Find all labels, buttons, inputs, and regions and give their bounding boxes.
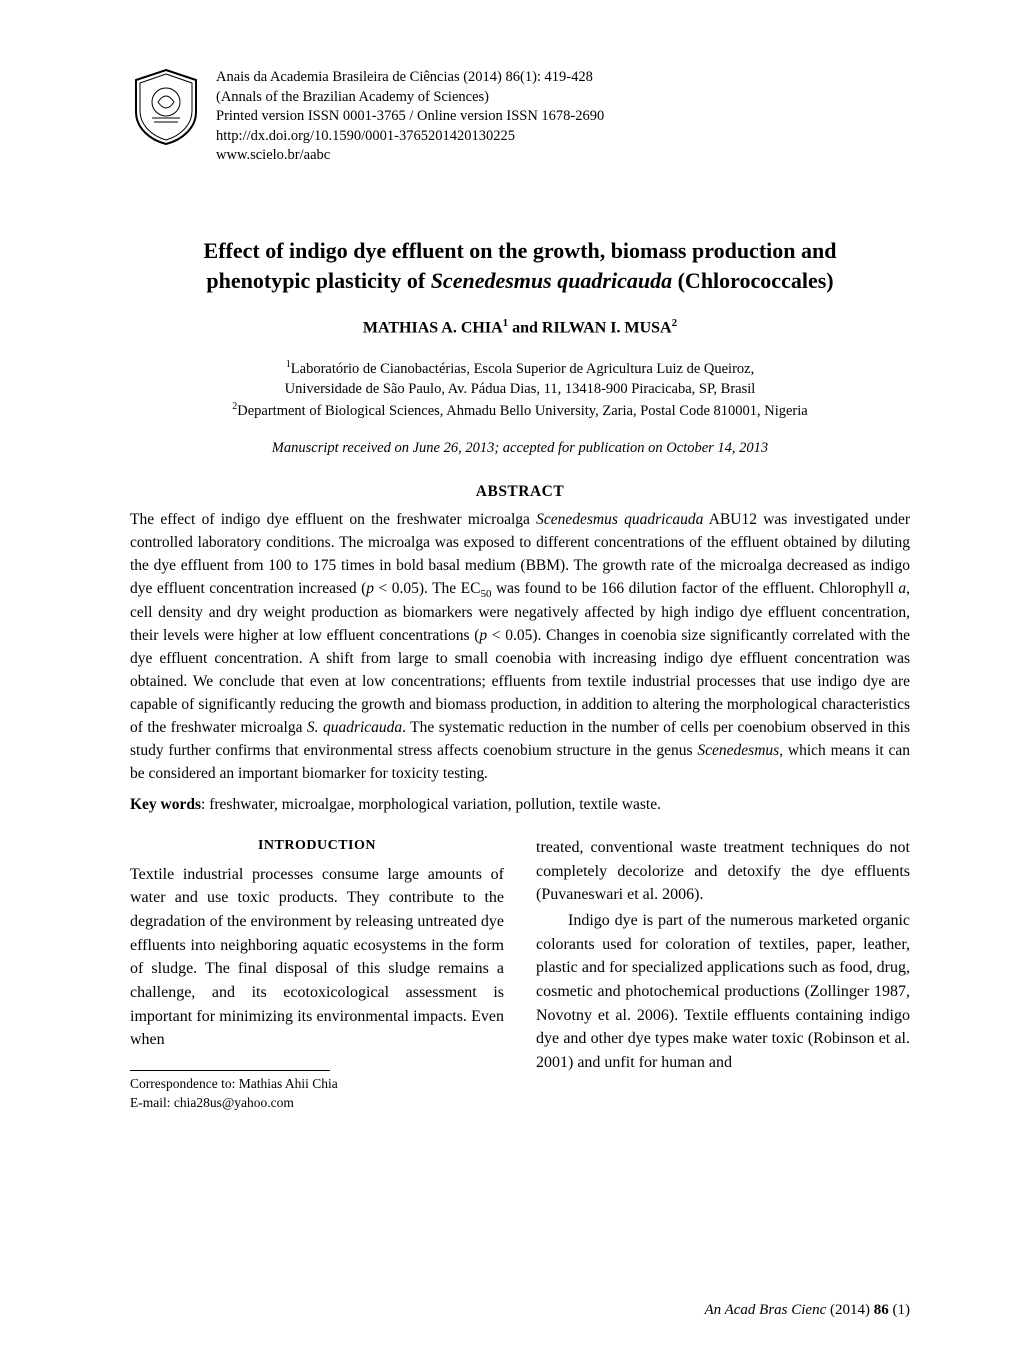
affiliation-1-line-1: Laboratório de Cianobactérias, Escola Su… xyxy=(291,360,754,376)
keywords: Key words: freshwater, microalgae, morph… xyxy=(130,796,910,814)
title-line-1: Effect of indigo dye effluent on the gro… xyxy=(204,238,837,263)
masthead: Anais da Academia Brasileira de Ciências… xyxy=(130,68,910,166)
correspondence: Correspondence to: Mathias Ahii Chia E-m… xyxy=(130,1075,504,1113)
authors-joiner: and xyxy=(508,320,542,337)
footer-volume: 86 xyxy=(874,1302,889,1318)
masthead-line-4: http://dx.doi.org/10.1590/0001-376520142… xyxy=(216,127,604,147)
authors: MATHIAS A. CHIA1 and RILWAN I. MUSA2 xyxy=(130,317,910,337)
abstract-body: The effect of indigo dye effluent on the… xyxy=(130,509,910,786)
affiliation-2-line-1: Department of Biological Sciences, Ahmad… xyxy=(237,403,807,419)
affiliation-1: 1Laboratório de Cianobactérias, Escola S… xyxy=(130,358,910,401)
intro-para-left: Textile industrial processes consume lar… xyxy=(130,863,504,1052)
abs-i7: . xyxy=(484,765,488,782)
abs-i1: Scenedesmus quadricauda xyxy=(536,511,703,528)
abs-i2: p xyxy=(366,580,378,597)
footer-journal: An Acad Bras Cienc xyxy=(704,1302,826,1318)
abs-s3: < 0.05). The EC xyxy=(379,580,481,597)
title-line-2-prefix: phenotypic plasticity of xyxy=(206,268,430,293)
journal-seal-icon xyxy=(130,68,202,146)
footer-rest: (2014) xyxy=(826,1302,874,1318)
page: Anais da Academia Brasileira de Ciências… xyxy=(0,0,1020,1359)
footer-issue: (1) xyxy=(889,1302,910,1318)
author-2-sup: 2 xyxy=(672,317,678,329)
abs-i5: S. quadricauda xyxy=(307,719,402,736)
page-footer: An Acad Bras Cienc (2014) 86 (1) xyxy=(704,1302,910,1319)
left-column: INTRODUCTION Textile industrial processe… xyxy=(130,836,504,1113)
affiliation-2: 2Department of Biological Sciences, Ahma… xyxy=(130,400,910,422)
title-line-2-suffix: (Chlorococcales) xyxy=(672,268,834,293)
affiliations: 1Laboratório de Cianobactérias, Escola S… xyxy=(130,358,910,423)
intro-para-right-2: Indigo dye is part of the numerous marke… xyxy=(536,909,910,1075)
right-column: treated, conventional waste treatment te… xyxy=(536,836,910,1113)
correspondence-line-1: Correspondence to: Mathias Ahii Chia xyxy=(130,1075,504,1094)
masthead-line-2: (Annals of the Brazilian Academy of Scie… xyxy=(216,88,604,108)
author-1-name: MATHIAS A. CHIA xyxy=(363,320,503,337)
manuscript-dates: Manuscript received on June 26, 2013; ac… xyxy=(130,440,910,457)
intro-para-right-1: treated, conventional waste treatment te… xyxy=(536,836,910,907)
abs-i3: a xyxy=(898,580,906,597)
article-title: Effect of indigo dye effluent on the gro… xyxy=(150,236,890,295)
author-2-name: RILWAN I. MUSA xyxy=(542,320,672,337)
keywords-label: Key words xyxy=(130,796,201,813)
abstract-heading: ABSTRACT xyxy=(130,483,910,501)
masthead-line-1: Anais da Academia Brasileira de Ciências… xyxy=(216,68,604,88)
abs-i6: Scenedesmus, xyxy=(697,742,783,759)
section-heading-introduction: INTRODUCTION xyxy=(130,836,504,857)
body-columns: INTRODUCTION Textile industrial processe… xyxy=(130,836,910,1113)
masthead-meta: Anais da Academia Brasileira de Ciências… xyxy=(216,68,604,166)
keywords-text: : freshwater, microalgae, morphological … xyxy=(201,796,661,813)
abs-sub1: 50 xyxy=(480,588,491,600)
abs-s1: The effect of indigo dye effluent on the… xyxy=(130,511,536,528)
affiliation-1-line-2: Universidade de São Paulo, Av. Pádua Dia… xyxy=(285,381,756,397)
correspondence-line-2: E-mail: chia28us@yahoo.com xyxy=(130,1094,504,1113)
masthead-line-5: www.scielo.br/aabc xyxy=(216,146,604,166)
abs-i4: p xyxy=(479,627,491,644)
title-line-2-italic: Scenedesmus quadricauda xyxy=(431,268,672,293)
correspondence-rule xyxy=(130,1070,330,1071)
masthead-line-3: Printed version ISSN 0001-3765 / Online … xyxy=(216,107,604,127)
abs-s4: was found to be 166 dilution factor of t… xyxy=(491,580,898,597)
